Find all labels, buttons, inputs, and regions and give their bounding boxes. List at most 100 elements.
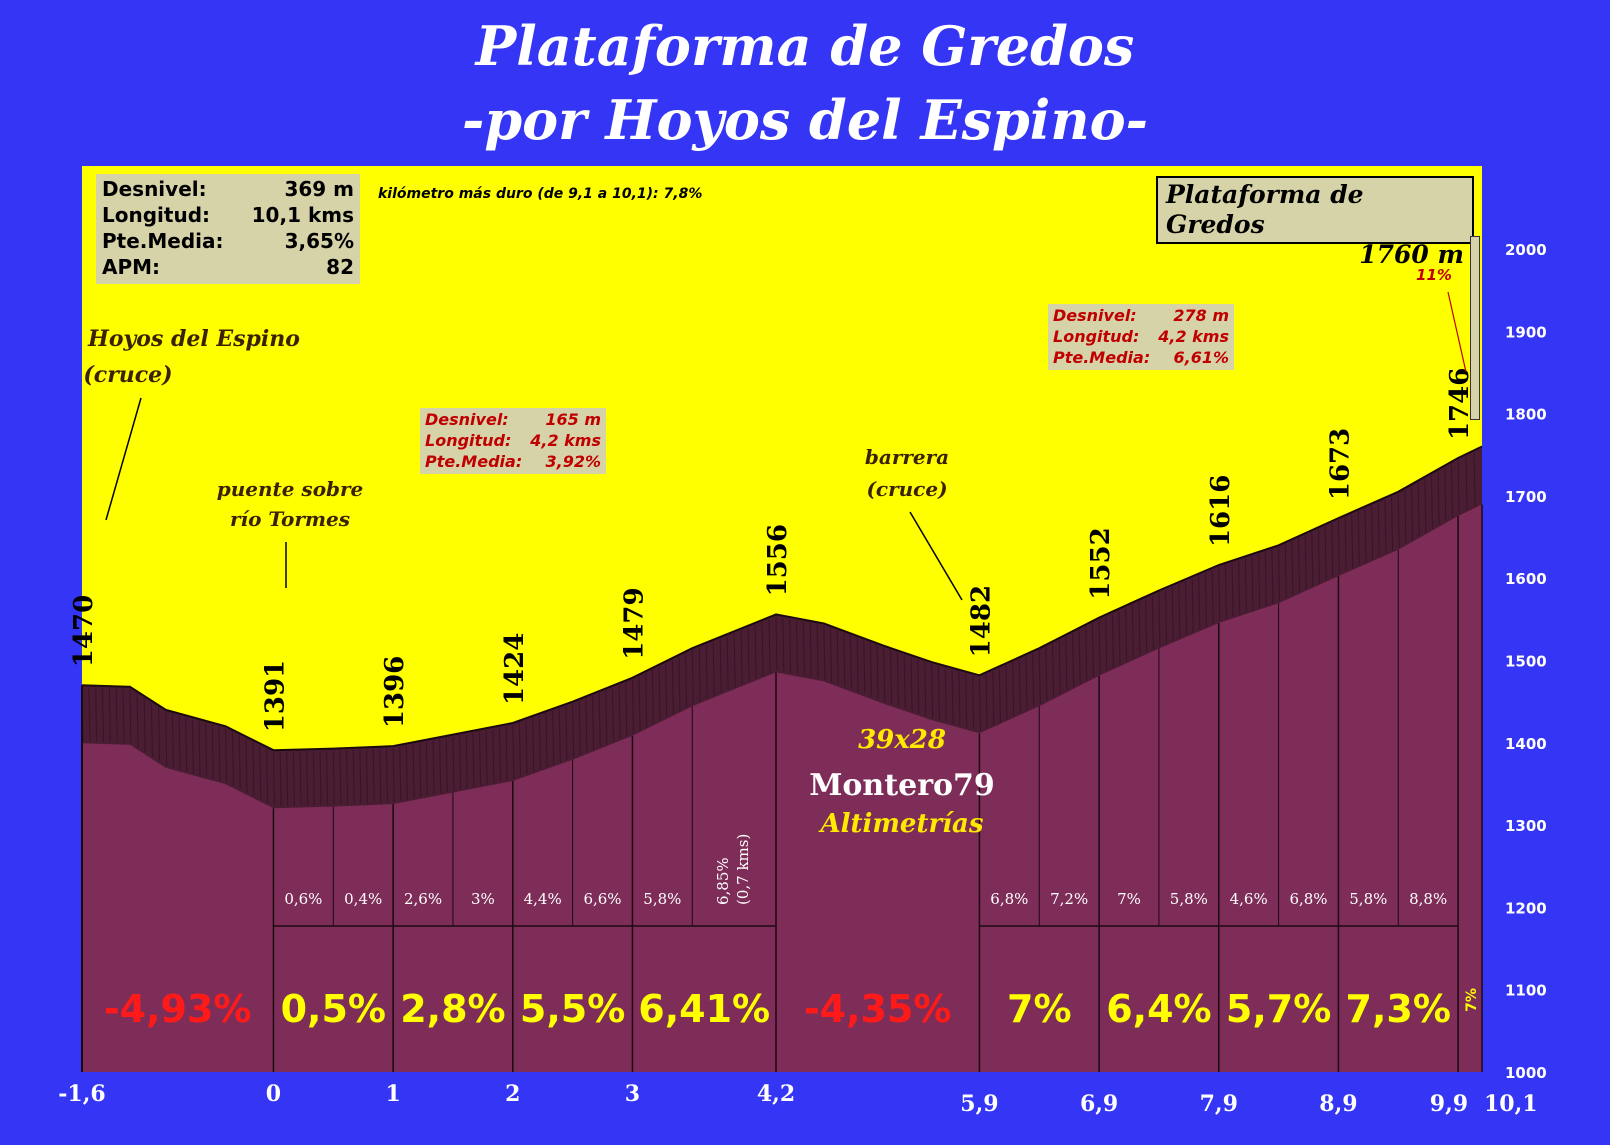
band-hatch <box>1078 629 1081 684</box>
band-hatch <box>849 635 852 690</box>
band-hatch <box>279 752 282 807</box>
grade-label-small: 0,4% <box>344 890 382 908</box>
band-hatch <box>978 677 981 732</box>
band-hatch <box>1158 592 1161 647</box>
band-hatch <box>1298 538 1301 593</box>
band-hatch <box>1085 626 1088 681</box>
band-hatch <box>1391 496 1394 551</box>
credit-gear: 39x28 <box>858 725 946 755</box>
band-hatch <box>1012 662 1015 717</box>
band-hatch <box>211 724 214 779</box>
band-hatch <box>705 644 708 699</box>
section1-value: 165 m <box>545 410 601 429</box>
band-hatch <box>88 687 91 742</box>
summary-label: Pte.Media: <box>102 229 224 253</box>
band-hatch <box>359 749 362 804</box>
band-hatch <box>286 751 289 806</box>
x-tick-label: 2 <box>505 1081 520 1107</box>
x-tick-label: 5,9 <box>960 1091 998 1117</box>
band-hatch <box>1171 586 1174 641</box>
band-hatch <box>937 666 940 721</box>
section2-box: Desnivel: 278 m Longitud: 4,2 kms Pte.Medi… <box>1048 304 1234 370</box>
summary-label: Desnivel: <box>102 177 207 201</box>
altitude-label: 1479 <box>619 587 649 659</box>
band-hatch <box>143 698 146 753</box>
grade-label-small: 4,4% <box>524 890 562 908</box>
band-hatch <box>685 653 688 708</box>
band-hatch <box>1291 541 1294 596</box>
band-hatch <box>122 688 125 743</box>
band-hatch <box>678 656 681 711</box>
band-hatch <box>472 732 475 787</box>
band-hatch <box>645 673 648 728</box>
section2-label: Desnivel: <box>1053 306 1137 325</box>
summary-row: Longitud: 10,1 kms <box>102 202 354 228</box>
band-hatch <box>931 664 934 719</box>
band-hatch <box>1032 653 1035 708</box>
grade-label-big: 7,3% <box>1346 987 1451 1031</box>
x-tick-label: 9,9 <box>1430 1091 1468 1117</box>
band-hatch <box>1118 610 1121 665</box>
band-hatch <box>306 751 309 806</box>
band-hatch <box>691 650 694 705</box>
band-hatch <box>459 735 462 790</box>
band-hatch <box>191 719 194 774</box>
band-hatch <box>198 721 201 776</box>
band-hatch <box>876 645 879 700</box>
band-hatch <box>1025 656 1028 711</box>
summary-label: Longitud: <box>102 203 211 227</box>
band-hatch <box>802 621 805 676</box>
band-hatch <box>565 706 568 761</box>
band-hatch <box>1125 607 1128 662</box>
y-tick-label: 1100 <box>1505 982 1547 1000</box>
band-hatch <box>372 748 375 803</box>
band-hatch <box>299 751 302 806</box>
band-hatch <box>1271 549 1274 604</box>
band-hatch <box>185 717 188 772</box>
altitude-label: 1470 <box>69 595 99 667</box>
band-hatch <box>292 751 295 806</box>
section2-label: Longitud: <box>1053 327 1140 346</box>
band-hatch <box>1138 601 1141 656</box>
profile-band <box>82 446 1482 809</box>
y-tick-label: 1900 <box>1505 323 1547 341</box>
x-tick-label: 7,9 <box>1200 1091 1238 1117</box>
band-hatch <box>782 617 785 672</box>
summary-value: 82 <box>326 255 354 279</box>
band-hatch <box>1357 511 1360 566</box>
band-hatch <box>432 740 435 795</box>
band-hatch <box>1244 558 1247 613</box>
section2-row: Pte.Media: 6,61% <box>1053 347 1229 368</box>
last-grade-leader <box>1447 291 1467 373</box>
x-tick-label: 4,2 <box>757 1081 795 1107</box>
band-hatch <box>890 650 893 705</box>
band-hatch <box>618 685 621 740</box>
band-hatch <box>1331 523 1334 578</box>
grade-label-big: 5,7% <box>1226 987 1331 1031</box>
band-hatch <box>1278 547 1281 602</box>
section1-row: Desnivel: 165 m <box>425 409 601 430</box>
band-hatch <box>572 703 575 758</box>
band-hatch <box>178 715 181 770</box>
band-hatch <box>518 722 521 777</box>
band-hatch <box>836 630 839 685</box>
y-tick-label: 1200 <box>1505 899 1547 917</box>
band-hatch <box>1211 569 1214 624</box>
band-hatch <box>129 688 132 743</box>
band-hatch <box>1377 502 1380 557</box>
band-hatch <box>1371 505 1374 560</box>
place-start-leader <box>105 397 142 521</box>
x-tick-label: 0 <box>266 1081 281 1107</box>
band-hatch <box>1450 463 1453 518</box>
band-hatch <box>225 728 228 783</box>
band-hatch <box>1264 551 1267 606</box>
band-hatch <box>1065 636 1068 691</box>
section2-value: 4,2 kms <box>1158 327 1229 346</box>
band-hatch <box>761 622 764 677</box>
band-hatch <box>505 726 508 781</box>
band-hatch <box>545 713 548 768</box>
band-hatch <box>425 741 428 796</box>
band-hatch <box>809 622 812 677</box>
band-hatch <box>392 748 395 803</box>
